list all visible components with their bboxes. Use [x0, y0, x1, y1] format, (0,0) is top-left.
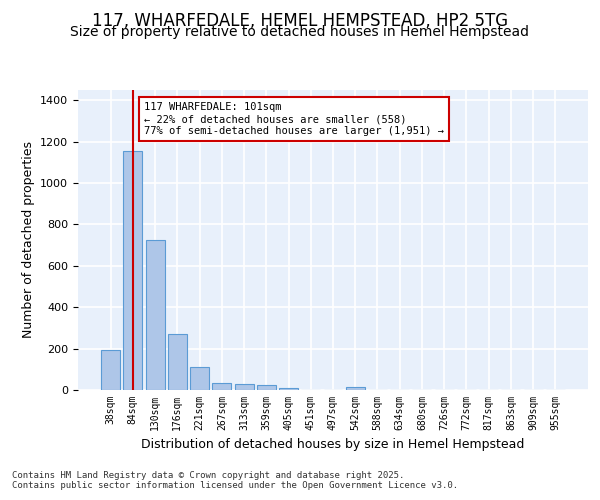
- Y-axis label: Number of detached properties: Number of detached properties: [22, 142, 35, 338]
- Text: Size of property relative to detached houses in Hemel Hempstead: Size of property relative to detached ho…: [71, 25, 530, 39]
- Bar: [346, 387, 365, 390]
- Bar: [124, 151, 142, 390]
- Bar: [235, 384, 254, 390]
- Bar: [101, 350, 120, 390]
- Bar: [279, 388, 298, 390]
- X-axis label: Distribution of detached houses by size in Hemel Hempstead: Distribution of detached houses by size …: [142, 438, 524, 452]
- Bar: [257, 386, 276, 390]
- Bar: [190, 367, 209, 390]
- Bar: [146, 240, 164, 390]
- Text: 117, WHARFEDALE, HEMEL HEMPSTEAD, HP2 5TG: 117, WHARFEDALE, HEMEL HEMPSTEAD, HP2 5T…: [92, 12, 508, 30]
- Text: 117 WHARFEDALE: 101sqm
← 22% of detached houses are smaller (558)
77% of semi-de: 117 WHARFEDALE: 101sqm ← 22% of detached…: [144, 102, 444, 136]
- Bar: [168, 334, 187, 390]
- Text: Contains HM Land Registry data © Crown copyright and database right 2025.
Contai: Contains HM Land Registry data © Crown c…: [12, 470, 458, 490]
- Bar: [212, 383, 231, 390]
